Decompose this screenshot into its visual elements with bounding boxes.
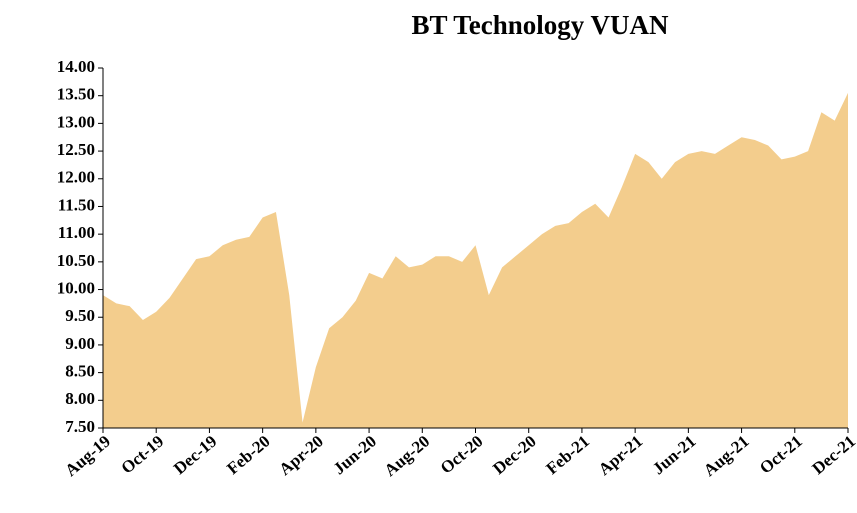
y-tick-label: 11.50	[58, 195, 95, 214]
y-tick-label: 10.50	[57, 251, 95, 270]
y-tick-label: 10.00	[57, 278, 95, 297]
x-tick-label: Aug-19	[61, 432, 114, 481]
y-tick-label: 8.00	[65, 389, 95, 408]
x-tick-label: Jun-20	[330, 432, 381, 479]
y-tick-label: 12.50	[57, 140, 95, 159]
x-tick-label: Dec-20	[489, 432, 540, 479]
x-tick-label: Dec-21	[809, 432, 857, 479]
chart-title: BT Technology VUAN	[411, 10, 669, 40]
y-tick-label: 13.00	[57, 112, 95, 131]
y-tick-label: 13.50	[57, 85, 95, 104]
x-tick-label: Apr-21	[595, 432, 647, 480]
x-tick-label: Aug-20	[381, 432, 434, 481]
x-tick-label: Feb-21	[542, 432, 593, 479]
x-tick-label: Oct-21	[756, 432, 806, 478]
area	[103, 92, 848, 428]
x-tick-label: Dec-19	[170, 432, 221, 479]
y-tick-label: 7.50	[65, 417, 95, 436]
y-tick-label: 9.00	[65, 334, 95, 353]
y-tick-label: 12.00	[57, 168, 95, 187]
y-tick-label: 14.00	[57, 57, 95, 76]
y-tick-label: 11.00	[58, 223, 95, 242]
x-tick-label: Oct-19	[117, 432, 167, 478]
x-tick-label: Oct-20	[437, 432, 487, 478]
y-tick-label: 9.50	[65, 306, 95, 325]
x-tick-label: Aug-21	[700, 432, 753, 481]
x-tick-label: Apr-20	[275, 432, 327, 480]
x-tick-label: Feb-20	[223, 432, 274, 479]
x-tick-label: Jun-21	[649, 432, 700, 479]
y-tick-label: 8.50	[65, 362, 95, 381]
